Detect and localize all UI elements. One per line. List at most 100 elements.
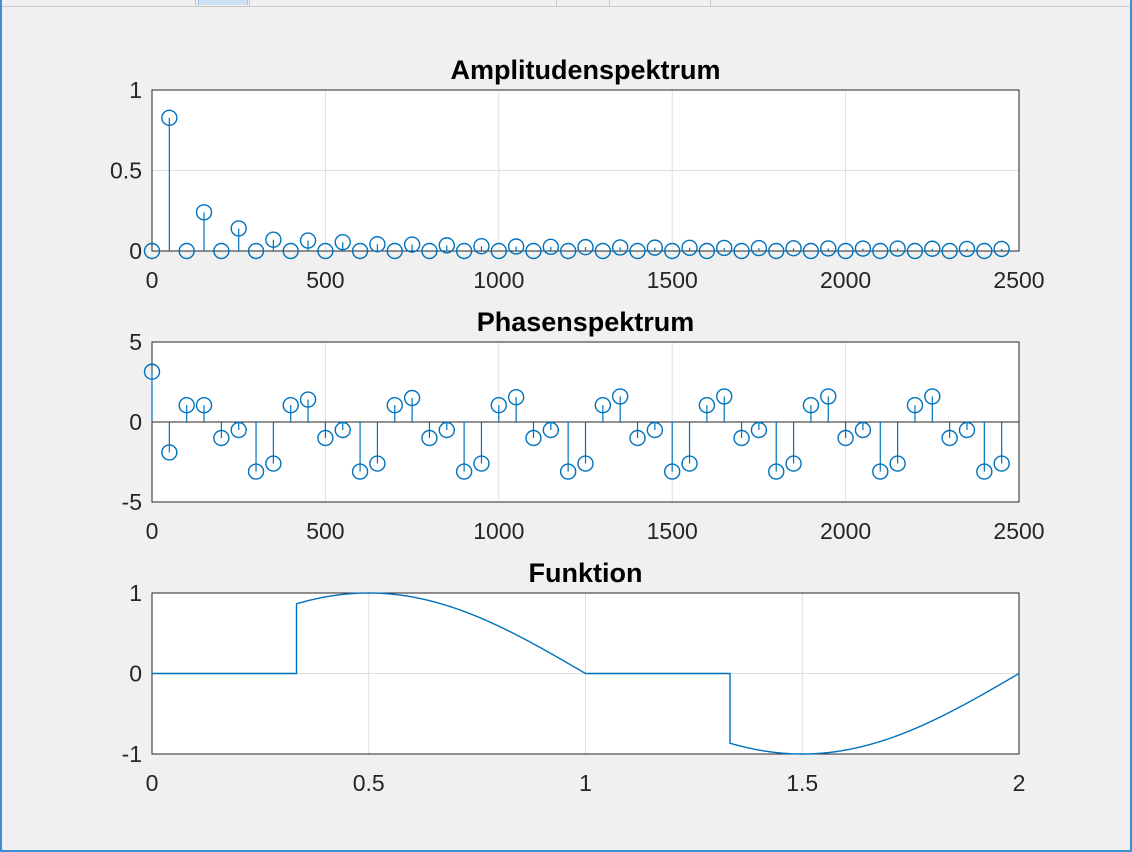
stem-marker: [785, 455, 802, 472]
stem-marker: [282, 242, 299, 260]
stem-marker: [629, 429, 646, 447]
stem-marker: [265, 455, 282, 472]
toolbar-separator: [195, 0, 196, 6]
stem-marker: [629, 242, 646, 260]
stem-marker: [906, 397, 924, 414]
stem-marker: [507, 389, 525, 406]
stem-marker: [976, 463, 993, 480]
stem-marker: [455, 463, 473, 480]
x-tick-label: 1500: [647, 518, 698, 544]
stem-marker: [282, 397, 299, 414]
toolbar-separator: [609, 0, 610, 6]
x-tick-label: 1000: [473, 518, 524, 544]
stem-marker: [872, 463, 889, 480]
stem-marker: [802, 397, 820, 414]
stem-marker: [681, 239, 698, 256]
stem-marker: [525, 429, 542, 447]
plot-title: Amplitudenspektrum: [450, 55, 720, 85]
stem-marker: [195, 397, 213, 414]
stem-marker: [247, 242, 265, 260]
stem-marker: [403, 236, 421, 253]
stem-marker: [664, 242, 681, 260]
stem-marker: [750, 421, 768, 439]
x-tick-label: 1000: [473, 267, 524, 293]
stem-marker: [143, 242, 161, 260]
stem-marker: [941, 242, 958, 260]
stem-marker: [386, 397, 403, 414]
stem-marker: [559, 463, 577, 480]
stem-marker: [646, 421, 664, 439]
stem-marker: [733, 429, 750, 447]
stem-marker: [802, 242, 820, 260]
stem-marker: [161, 109, 178, 127]
y-tick-label: 0: [129, 661, 142, 687]
x-tick-label: 0: [146, 267, 159, 293]
stem-marker: [820, 388, 837, 405]
stem-marker: [594, 242, 612, 260]
stem-marker: [958, 240, 976, 258]
stem-marker: [334, 233, 351, 251]
toolbar-strip: [2, 0, 1130, 7]
y-tick-label: 0: [129, 238, 142, 264]
stem-marker: [750, 239, 768, 257]
function-curve: [152, 592, 1020, 755]
stem-marker: [889, 240, 906, 257]
toolbar-active-button[interactable]: [198, 0, 248, 5]
toolbar-separator: [556, 0, 557, 6]
stem-marker: [473, 237, 490, 255]
stem-marker: [351, 242, 369, 260]
stem-marker: [542, 421, 560, 439]
stem-marker: [611, 239, 629, 256]
stem-marker: [438, 421, 455, 439]
stem-marker: [230, 220, 247, 237]
stem-marker: [473, 455, 490, 472]
y-tick-label: 1: [129, 77, 142, 103]
stem-marker: [698, 397, 716, 414]
stem-marker: [421, 429, 438, 447]
x-tick-label: 500: [306, 518, 344, 544]
y-tick-label: -5: [122, 489, 142, 515]
stem-marker: [490, 242, 507, 260]
stem-marker: [854, 240, 872, 257]
stem-marker: [768, 242, 785, 260]
stem-marker: [872, 242, 889, 260]
stem-marker: [161, 444, 178, 461]
stem-marker: [611, 388, 629, 405]
stem-marker: [455, 242, 473, 260]
stem-marker: [213, 429, 230, 447]
amplitude-spectrum-plot: 0 500 1000 1500 2000 2500 0 0.5 1 Amplitudenspekt…: [110, 55, 1045, 293]
stem-marker: [265, 231, 282, 248]
stem-marker: [716, 239, 733, 257]
stem-marker: [646, 239, 664, 256]
stem-marker: [195, 204, 213, 221]
stem-marker: [438, 237, 455, 254]
x-tick-label: 1.5: [786, 770, 818, 796]
stem-marker: [299, 391, 317, 408]
stem-marker: [299, 232, 317, 249]
stem-marker: [317, 242, 334, 260]
plot-title: Phasenspektrum: [477, 307, 695, 337]
stem-marker: [507, 238, 525, 255]
stem-marker: [941, 429, 958, 447]
x-tick-label: 0: [146, 518, 159, 544]
x-tick-label: 2000: [820, 267, 871, 293]
stem-marker: [837, 429, 854, 447]
stem-marker: [768, 463, 785, 480]
stem-marker: [698, 242, 716, 260]
stem-marker: [421, 242, 438, 260]
x-tick-label: 2500: [993, 518, 1044, 544]
x-tick-label: 1500: [647, 267, 698, 293]
y-tick-label: 0: [129, 409, 142, 435]
x-tick-label: 2500: [993, 267, 1044, 293]
y-tick-label: 1: [129, 580, 142, 606]
stem-marker: [958, 421, 976, 439]
stem-marker: [837, 242, 854, 260]
stem-marker: [369, 236, 386, 253]
toolbar-separator: [710, 0, 711, 6]
y-tick-label: 0.5: [110, 158, 142, 184]
stem-marker: [594, 397, 612, 414]
stem-marker: [681, 455, 698, 472]
